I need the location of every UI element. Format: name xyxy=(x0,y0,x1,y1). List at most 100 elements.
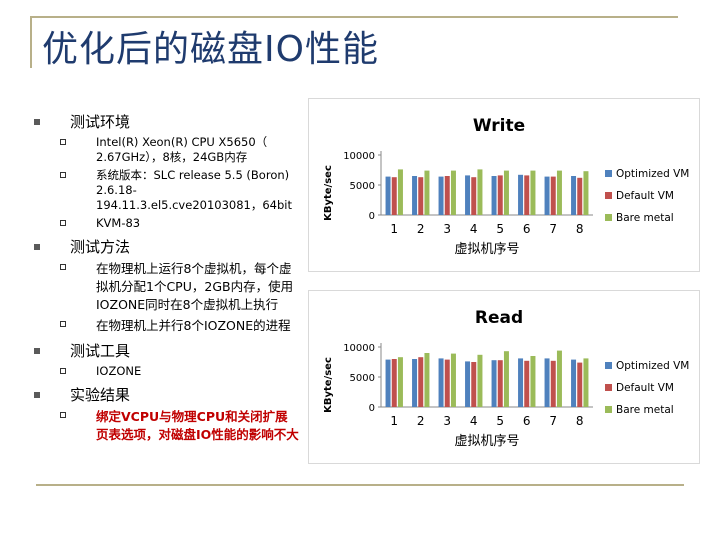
legend-swatch xyxy=(605,170,612,177)
legend-entry: Default VM xyxy=(616,382,674,394)
legend-swatch xyxy=(605,192,612,199)
legend-entry: Optimized VM xyxy=(616,360,689,372)
bar-optimized-vm xyxy=(438,176,444,215)
x-tick-label: 6 xyxy=(523,222,531,236)
hollow-square-bullet-icon xyxy=(60,368,66,374)
section-heading: 实验结果 xyxy=(30,385,300,405)
bar-bare-metal xyxy=(503,170,509,215)
bar-default-vm xyxy=(577,177,583,215)
bar-default-vm xyxy=(471,177,477,215)
bar-bare-metal xyxy=(424,353,430,407)
read-chart-svg: Read KByte/sec 0 5000 10000 1 2 3 4 5 6 7 8 虚拟机序号 Opti… xyxy=(323,308,689,449)
list-item: IOZONE xyxy=(30,364,300,379)
section-heading: 测试工具 xyxy=(30,341,300,361)
x-tick-label: 7 xyxy=(549,222,557,236)
legend-entry: Optimized VM xyxy=(616,168,689,180)
chart-title: Read xyxy=(475,308,523,328)
bar-bare-metal xyxy=(503,351,509,407)
bar-default-vm xyxy=(497,175,503,215)
legend-swatch xyxy=(605,384,612,391)
bar-bare-metal xyxy=(583,358,589,407)
x-tick-label: 5 xyxy=(496,222,504,236)
bar-bare-metal xyxy=(424,170,430,215)
square-bullet-icon xyxy=(34,392,40,398)
list-item: Intel(R) Xeon(R) CPU X5650（ 2.67GHz），8核，… xyxy=(30,135,300,165)
x-tick-label: 8 xyxy=(576,222,584,236)
x-tick-label: 2 xyxy=(417,414,425,428)
square-bullet-icon xyxy=(34,348,40,354)
bullet-content: 测试环境 Intel(R) Xeon(R) CPU X5650（ 2.67GHz… xyxy=(30,108,300,444)
legend-swatch xyxy=(605,362,612,369)
section-heading: 测试方法 xyxy=(30,237,300,257)
bar-bare-metal xyxy=(530,356,536,407)
list-item: 系统版本：SLC release 5.5 (Boron) 2.6.18-194.… xyxy=(30,168,300,213)
decorative-bottom-line xyxy=(36,484,684,486)
bar-default-vm xyxy=(497,360,503,407)
bar-default-vm xyxy=(418,177,424,215)
legend-swatch xyxy=(605,214,612,221)
section-heading: 测试环境 xyxy=(30,112,300,132)
bar-optimized-vm xyxy=(438,358,444,407)
bar-optimized-vm xyxy=(385,359,391,407)
x-tick-label: 8 xyxy=(576,414,584,428)
hollow-square-bullet-icon xyxy=(60,264,66,270)
bar-optimized-vm xyxy=(518,174,524,215)
bar-default-vm xyxy=(577,362,583,407)
bar-bare-metal xyxy=(450,170,456,215)
x-tick-label: 7 xyxy=(549,414,557,428)
write-chart-svg: Write KByte/sec 0 5000 10000 1 2 3 4 5 6 7 8 虚拟机序号 Opt… xyxy=(323,116,689,257)
bar-default-vm xyxy=(471,362,477,407)
slide-title: 优化后的磁盘IO性能 xyxy=(42,29,379,70)
bar-default-vm xyxy=(391,359,397,407)
bar-default-vm xyxy=(444,176,450,215)
square-bullet-icon xyxy=(34,244,40,250)
list-item: 在物理机上并行8个IOZONE的进程 xyxy=(30,317,300,335)
y-tick-label: 0 xyxy=(369,403,375,414)
x-tick-label: 4 xyxy=(470,222,478,236)
legend-swatch xyxy=(605,406,612,413)
bar-optimized-vm xyxy=(518,358,524,407)
bar-bare-metal xyxy=(583,171,589,215)
bar-bare-metal xyxy=(450,353,456,407)
bar-bare-metal xyxy=(556,350,562,407)
hollow-square-bullet-icon xyxy=(60,172,66,178)
bar-optimized-vm xyxy=(491,176,497,215)
bar-default-vm xyxy=(391,177,397,215)
hollow-square-bullet-icon xyxy=(60,220,66,226)
bar-optimized-vm xyxy=(571,176,577,215)
hollow-square-bullet-icon xyxy=(60,412,66,418)
hollow-square-bullet-icon xyxy=(60,321,66,327)
y-axis-label: KByte/sec xyxy=(323,357,334,413)
bar-optimized-vm xyxy=(465,175,471,215)
bar-optimized-vm xyxy=(465,361,471,407)
bar-bare-metal xyxy=(477,354,483,407)
x-tick-label: 5 xyxy=(496,414,504,428)
bar-optimized-vm xyxy=(412,359,418,407)
bar-optimized-vm xyxy=(544,176,550,215)
x-tick-label: 1 xyxy=(390,222,398,236)
bar-optimized-vm xyxy=(412,176,418,215)
x-tick-label: 3 xyxy=(443,414,451,428)
write-chart: Write KByte/sec 0 5000 10000 1 2 3 4 5 6 7 8 虚拟机序号 Opt… xyxy=(308,98,700,272)
decorative-vertical-line xyxy=(30,16,32,68)
legend-entry: Bare metal xyxy=(616,212,674,224)
bar-default-vm xyxy=(524,175,530,215)
y-tick-label: 5000 xyxy=(350,373,375,384)
bar-optimized-vm xyxy=(491,360,497,407)
x-tick-label: 1 xyxy=(390,414,398,428)
y-tick-label: 5000 xyxy=(350,181,375,192)
hollow-square-bullet-icon xyxy=(60,139,66,145)
bar-optimized-vm xyxy=(544,358,550,407)
bar-default-vm xyxy=(418,357,424,407)
bar-bare-metal xyxy=(477,169,483,215)
y-tick-label: 10000 xyxy=(343,151,375,162)
x-tick-label: 6 xyxy=(523,414,531,428)
chart-title: Write xyxy=(473,116,525,136)
x-tick-label: 2 xyxy=(417,222,425,236)
legend-entry: Default VM xyxy=(616,190,674,202)
bar-bare-metal xyxy=(397,169,403,215)
x-tick-label: 4 xyxy=(470,414,478,428)
bar-default-vm xyxy=(550,360,556,407)
bar-default-vm xyxy=(524,360,530,407)
bar-default-vm xyxy=(444,359,450,407)
